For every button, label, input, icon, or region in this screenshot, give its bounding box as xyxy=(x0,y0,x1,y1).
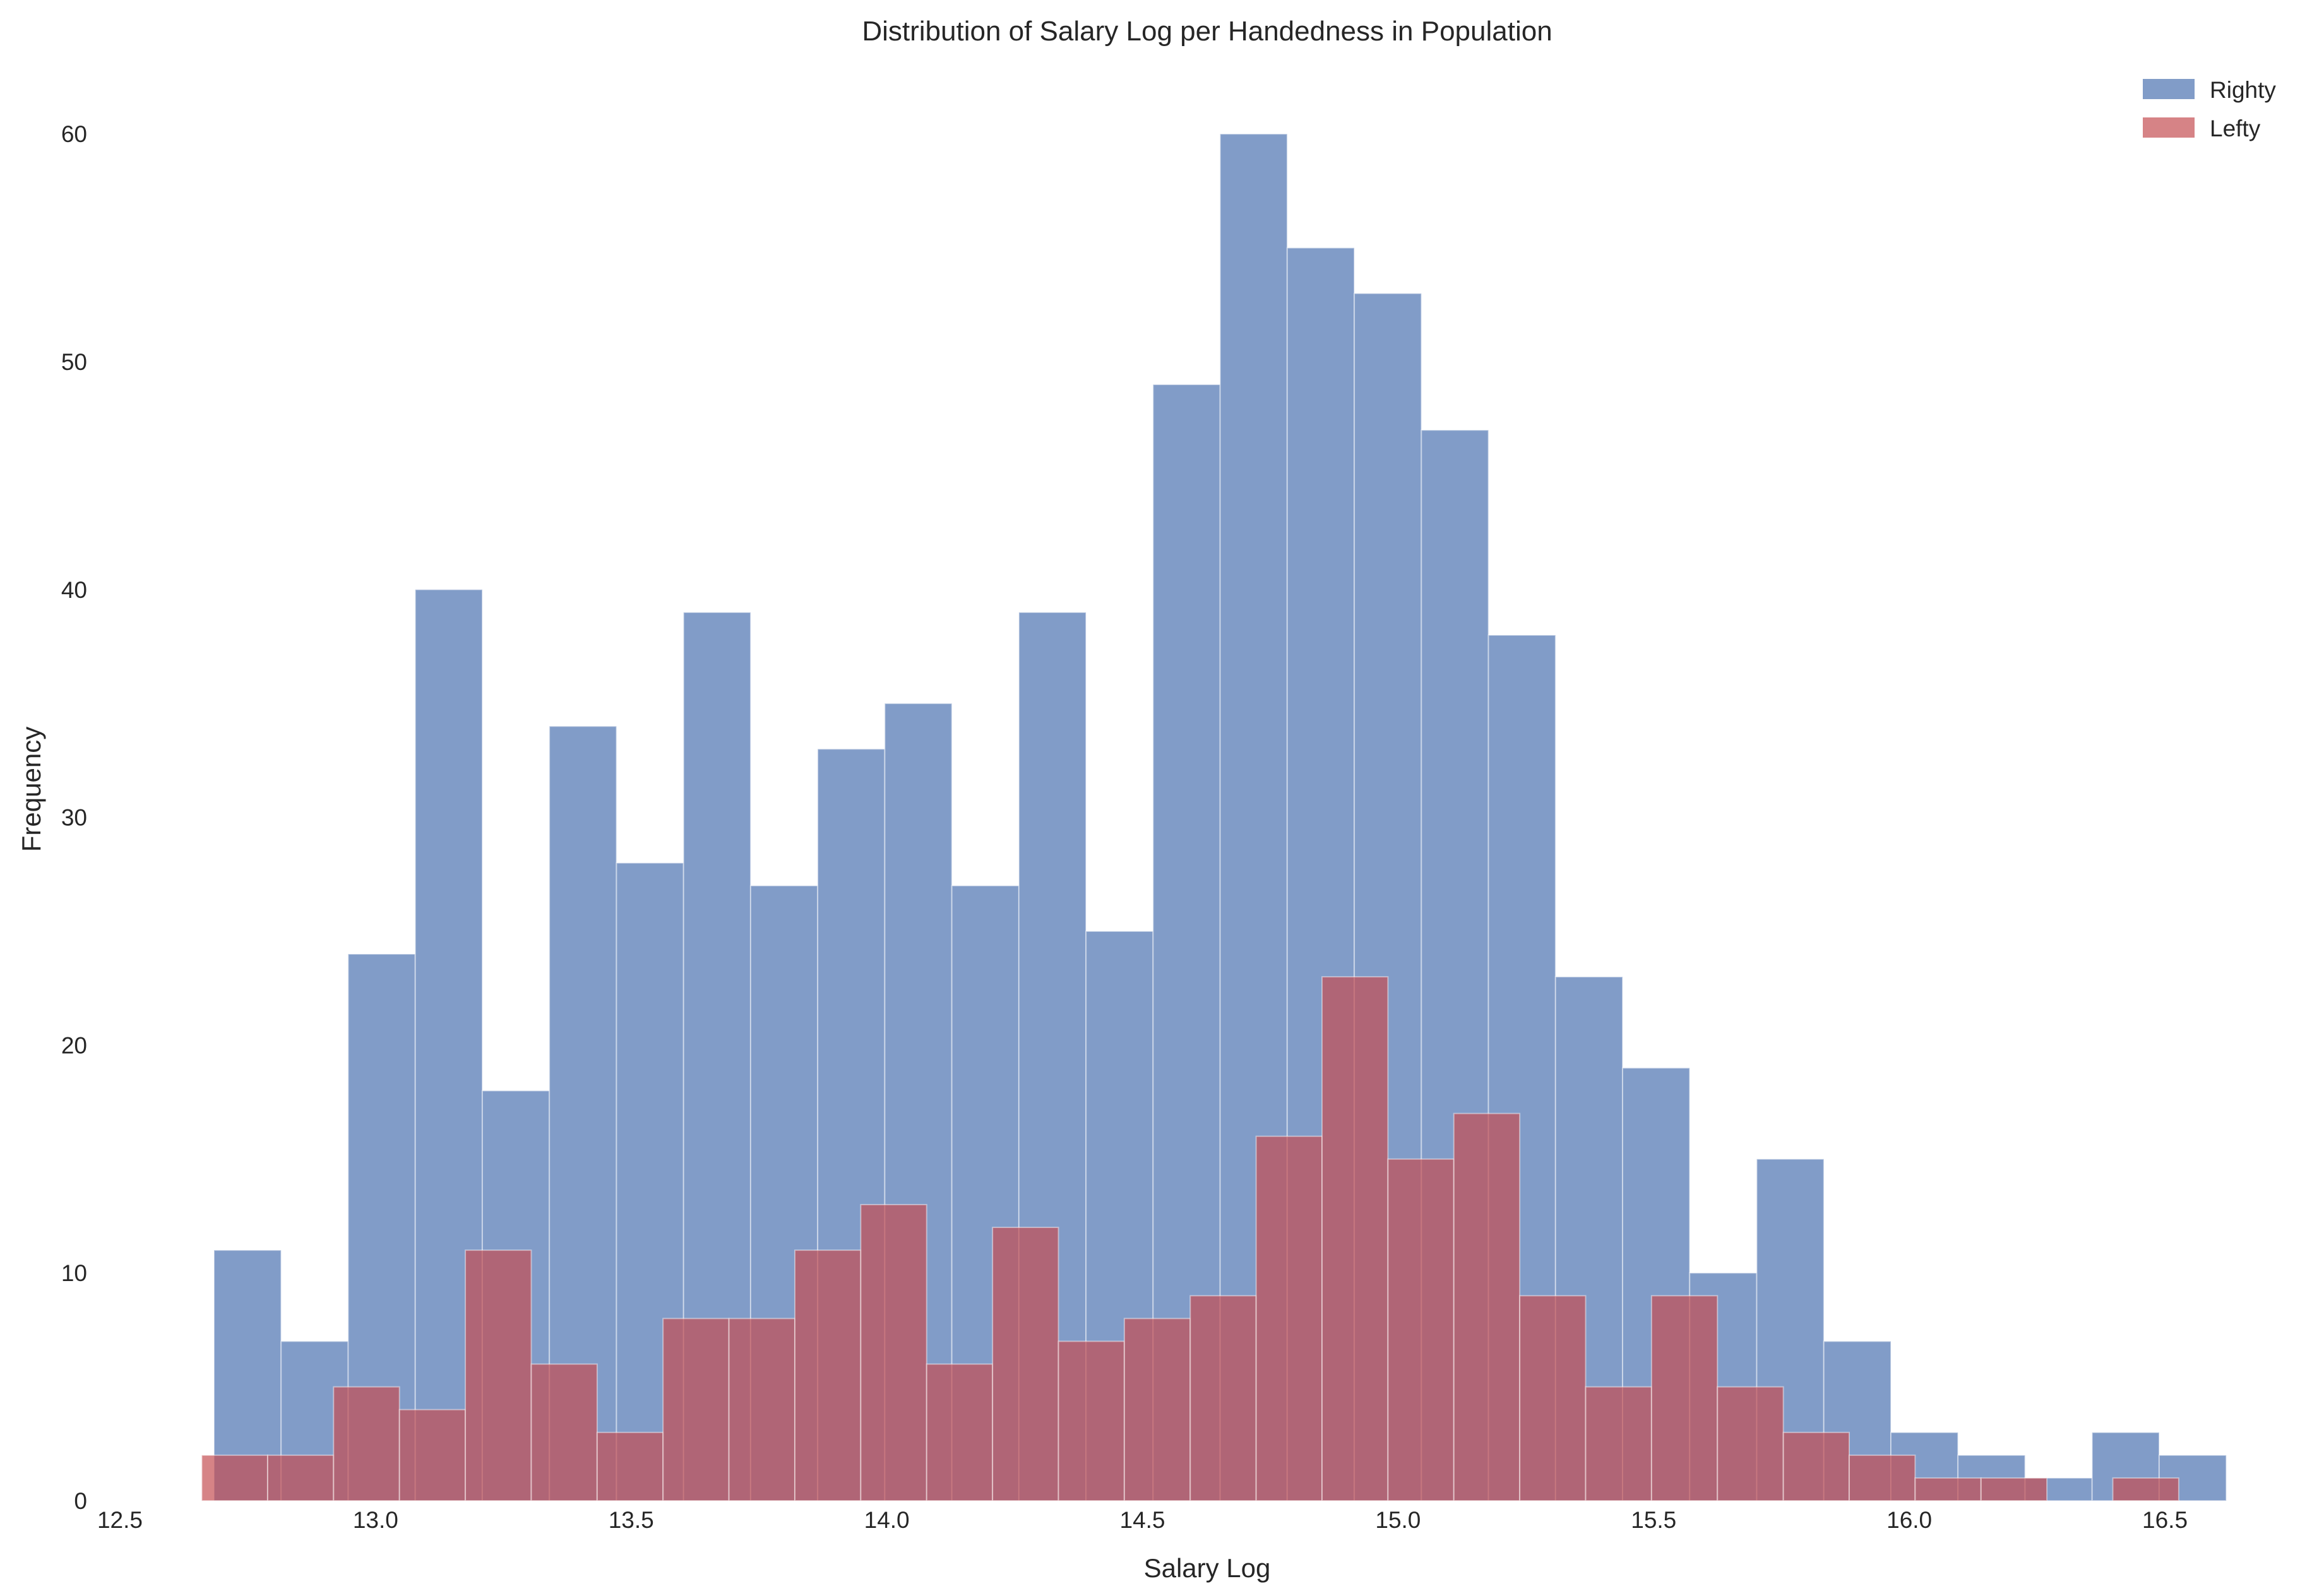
x-tick-label: 12.5 xyxy=(97,1507,143,1533)
bar-lefty-22 xyxy=(1650,1295,1719,1501)
x-tick-label: 16.0 xyxy=(1886,1507,1932,1533)
bar-lefty-8 xyxy=(728,1318,796,1501)
bar-lefty-29 xyxy=(2112,1477,2179,1502)
bar-lefty-25 xyxy=(1849,1454,1916,1501)
x-tick-labels: 12.5 13.0 13.5 14.0 14.5 15.0 15.5 16.0 16.5 xyxy=(97,1507,2188,1533)
bar-lefty-15 xyxy=(1189,1295,1257,1501)
bar-lefty-4 xyxy=(465,1249,532,1501)
bar-lefty-16 xyxy=(1255,1135,1323,1502)
bar-lefty-6 xyxy=(596,1431,664,1501)
bar-lefty-10 xyxy=(860,1203,927,1502)
bar-lefty-27 xyxy=(1980,1477,2048,1502)
y-tick-label: 20 xyxy=(61,1032,87,1058)
bar-lefty-9 xyxy=(794,1249,862,1501)
legend-swatch-righty xyxy=(2143,79,2195,99)
x-tick-label: 13.0 xyxy=(353,1507,398,1533)
x-tick-label: 14.0 xyxy=(864,1507,910,1533)
lefty-bars xyxy=(201,976,2179,1502)
bar-lefty-3 xyxy=(398,1409,467,1502)
bar-lefty-11 xyxy=(926,1363,994,1501)
bar-lefty-18 xyxy=(1387,1158,1455,1501)
y-tick-label: 40 xyxy=(61,577,87,603)
x-axis-label: Salary Log xyxy=(1144,1553,1271,1583)
bar-lefty-24 xyxy=(1782,1431,1850,1501)
legend: Righty Lefty xyxy=(2143,77,2276,141)
bar-lefty-13 xyxy=(1058,1340,1125,1502)
x-tick-label: 14.5 xyxy=(1120,1507,1165,1533)
bar-lefty-17 xyxy=(1321,976,1389,1501)
y-axis-label: Frequency xyxy=(16,727,46,852)
chart-title: Distribution of Salary Log per Handednes… xyxy=(862,16,1552,47)
x-tick-label: 16.5 xyxy=(2142,1507,2188,1533)
bar-lefty-21 xyxy=(1585,1386,1652,1501)
bar-lefty-12 xyxy=(992,1227,1059,1501)
bar-lefty-19 xyxy=(1453,1112,1521,1501)
x-tick-label: 15.0 xyxy=(1375,1507,1421,1533)
y-tick-label: 0 xyxy=(74,1488,87,1514)
y-tick-label: 50 xyxy=(61,349,87,375)
bar-lefty-26 xyxy=(1914,1477,1982,1502)
y-tick-label: 10 xyxy=(61,1260,87,1286)
bar-lefty-23 xyxy=(1717,1386,1784,1501)
x-tick-label: 15.5 xyxy=(1631,1507,1676,1533)
bar-lefty-20 xyxy=(1519,1295,1587,1501)
legend-label-righty: Righty xyxy=(2210,77,2276,103)
bar-lefty-2 xyxy=(333,1386,400,1501)
bar-lefty-14 xyxy=(1123,1318,1191,1501)
bar-lefty-5 xyxy=(530,1363,598,1501)
x-tick-label: 13.5 xyxy=(609,1507,654,1533)
bar-lefty-1 xyxy=(266,1454,335,1501)
bar-lefty-7 xyxy=(662,1318,730,1501)
y-tick-labels: 0 10 20 30 40 50 60 xyxy=(61,121,87,1514)
legend-label-lefty: Lefty xyxy=(2210,116,2261,141)
y-tick-label: 60 xyxy=(61,121,87,147)
bar-lefty-0 xyxy=(201,1454,268,1501)
legend-swatch-lefty xyxy=(2143,117,2195,138)
y-tick-label: 30 xyxy=(61,805,87,831)
